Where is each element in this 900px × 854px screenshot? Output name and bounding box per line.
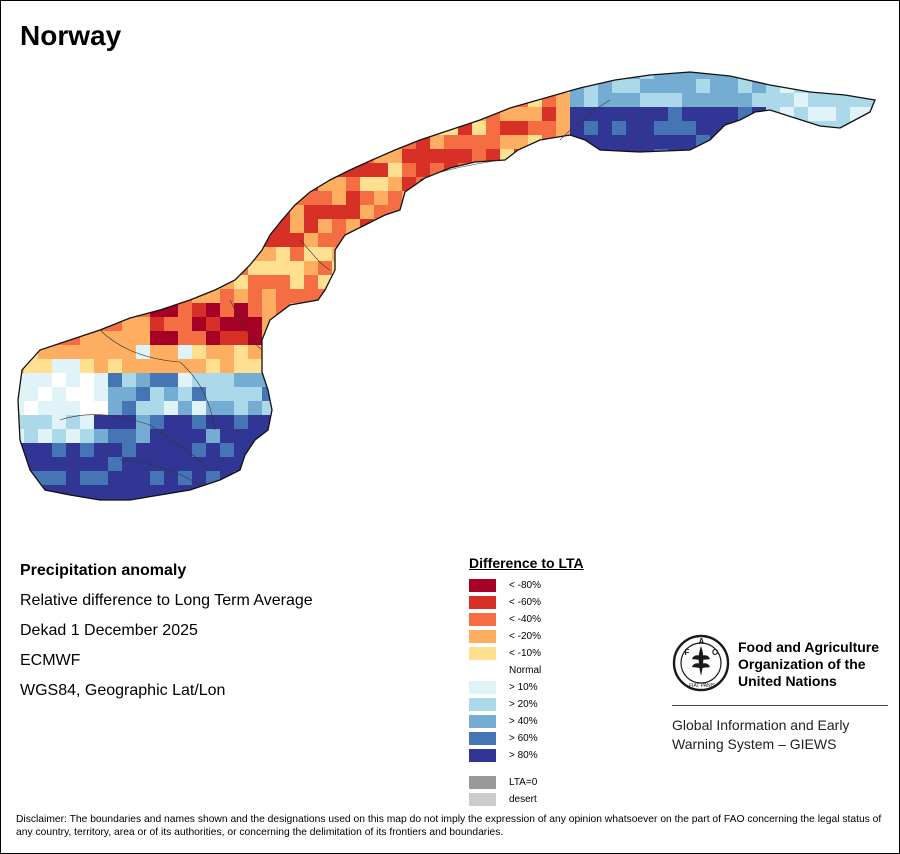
- legend-item-10: > 80%: [469, 747, 629, 764]
- info-projection: WGS84, Geographic Lat/Lon: [20, 682, 226, 699]
- legend-label: < -10%: [509, 648, 541, 659]
- legend-label: < -20%: [509, 631, 541, 642]
- svg-text:F: F: [685, 648, 690, 657]
- legend-item-7: > 20%: [469, 696, 629, 713]
- legend-label: > 10%: [509, 682, 538, 693]
- legend-item-3: < -20%: [469, 628, 629, 645]
- giews-line-2: Warning System – GIEWS: [672, 736, 837, 752]
- map-title: Norway: [20, 20, 122, 51]
- precipitation-map: [17, 71, 876, 501]
- legend-swatch: [469, 664, 496, 677]
- legend-label: < -40%: [509, 614, 541, 625]
- legend-swatch: [469, 681, 496, 694]
- legend-item-4: < -10%: [469, 645, 629, 662]
- legend: Difference to LTA < -80% < -60% < -40% < -2…: [469, 555, 629, 808]
- legend-swatch: [469, 776, 496, 789]
- legend-swatch: [469, 793, 496, 806]
- legend-swatch: [469, 749, 496, 762]
- info-source: ECMWF: [20, 652, 81, 669]
- legend-extra-item-0: LTA=0: [469, 774, 629, 791]
- disclaimer: Disclaimer: The boundaries and names sho…: [16, 814, 882, 838]
- legend-label: Normal: [509, 665, 542, 676]
- legend-items: < -80% < -60% < -40% < -20% < -10% Normal > 10…: [469, 577, 629, 764]
- legend-extra-items: LTA=0 desert: [469, 774, 629, 808]
- divider: [672, 705, 888, 706]
- legend-swatch: [469, 698, 496, 711]
- legend-item-2: < -40%: [469, 611, 629, 628]
- legend-label: > 60%: [509, 733, 538, 744]
- giews-line-1: Global Information and Early: [672, 717, 850, 733]
- fao-name: Food and Agriculture Organization of the…: [738, 639, 888, 690]
- svg-text:O: O: [712, 648, 718, 657]
- legend-item-5: Normal: [469, 662, 629, 679]
- legend-label: desert: [509, 794, 537, 805]
- fao-logo-icon: F A O FIAT PANIS: [672, 634, 730, 692]
- svg-text:A: A: [699, 637, 705, 646]
- fao-name-line-3: United Nations: [738, 673, 837, 689]
- giews-name: Global Information and Early Warning Sys…: [672, 716, 888, 754]
- info-period: Dekad 1 December 2025: [20, 622, 198, 639]
- legend-label: > 20%: [509, 699, 538, 710]
- fao-name-line-1: Food and Agriculture: [738, 639, 880, 655]
- legend-extra-item-1: desert: [469, 791, 629, 808]
- map-info-block: Precipitation anomaly Relative differenc…: [20, 560, 313, 710]
- legend-item-6: > 10%: [469, 679, 629, 696]
- info-heading: Precipitation anomaly: [20, 562, 187, 579]
- region-boundaries: [59, 99, 611, 486]
- legend-swatch: [469, 579, 496, 592]
- legend-swatch: [469, 630, 496, 643]
- legend-swatch: [469, 715, 496, 728]
- legend-item-0: < -80%: [469, 577, 629, 594]
- anomaly-cells: [18, 72, 875, 500]
- fao-name-line-2: Organization of the: [738, 656, 866, 672]
- legend-swatch: [469, 647, 496, 660]
- legend-swatch: [469, 596, 496, 609]
- legend-item-1: < -60%: [469, 594, 629, 611]
- legend-label: < -60%: [509, 597, 541, 608]
- legend-title: Difference to LTA: [469, 555, 584, 571]
- svg-text:FIAT PANIS: FIAT PANIS: [689, 683, 716, 689]
- legend-item-9: > 60%: [469, 730, 629, 747]
- legend-label: > 80%: [509, 750, 538, 761]
- legend-label: LTA=0: [509, 777, 538, 788]
- legend-swatch: [469, 613, 496, 626]
- legend-swatch: [469, 732, 496, 745]
- legend-label: > 40%: [509, 716, 538, 727]
- legend-item-8: > 40%: [469, 713, 629, 730]
- country-outline: [17, 71, 876, 501]
- legend-label: < -80%: [509, 580, 541, 591]
- info-subtitle: Relative difference to Long Term Average: [20, 592, 313, 609]
